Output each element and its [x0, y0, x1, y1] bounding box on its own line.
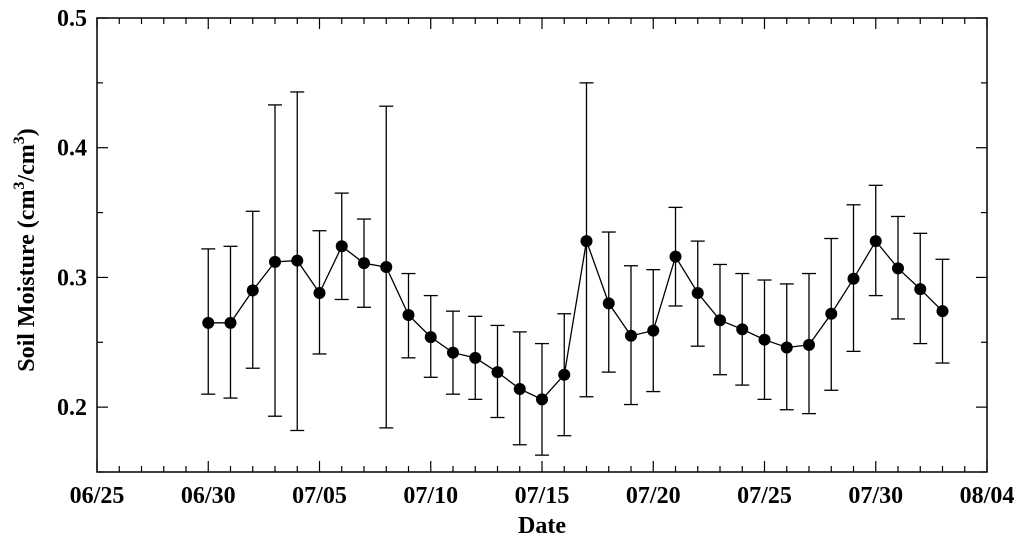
- x-tick-label: 08/04: [960, 483, 1015, 509]
- data-point: [825, 307, 838, 320]
- data-point: [647, 324, 660, 337]
- y-axis-title: Soil Moisture (cm3/cm3): [11, 128, 40, 372]
- y-tick-label: 0.3: [57, 265, 87, 291]
- y-axis-title-part: ): [14, 128, 40, 136]
- data-point: [714, 314, 726, 327]
- data-point: [936, 305, 949, 318]
- x-axis: 06/25 06/30 07/05 07/10 07/15 07/20 07/25 07/30…: [70, 18, 1015, 509]
- data-point: [335, 240, 348, 253]
- series-line: [208, 238, 943, 401]
- y-axis-title-part: /cm: [14, 144, 40, 182]
- x-tick-label: 07/20: [626, 483, 681, 509]
- x-tick-label: 07/05: [292, 483, 347, 509]
- data-point: [358, 257, 370, 270]
- y-axis-title-superscript: 3: [11, 182, 28, 190]
- data-point: [736, 323, 749, 336]
- y-tick-label: 0.5: [57, 6, 87, 32]
- y-tick-label: 0.4: [57, 136, 87, 162]
- data-point: [914, 283, 927, 296]
- data-point: [202, 316, 215, 329]
- data-point: [625, 329, 637, 342]
- data-point: [447, 346, 459, 359]
- data-point: [380, 261, 393, 274]
- data-point: [780, 341, 793, 354]
- data-point: [580, 235, 593, 248]
- data-point: [847, 272, 860, 285]
- data-point: [803, 338, 815, 351]
- data-point: [246, 284, 259, 297]
- data-point: [313, 286, 326, 299]
- plot-area: [201, 82, 950, 456]
- y-axis-title-superscript: 3: [11, 136, 28, 144]
- data-point: [602, 297, 615, 310]
- data-point: [558, 368, 571, 381]
- x-tick-label: 07/25: [737, 483, 792, 509]
- data-point: [269, 255, 281, 268]
- y-axis: 0.2 0.3 0.4 0.5: [57, 6, 987, 473]
- x-tick-label: 07/30: [848, 483, 903, 509]
- data-point: [469, 351, 482, 364]
- data-point: [669, 250, 682, 263]
- data-point: [869, 235, 882, 248]
- data-point: [758, 333, 771, 346]
- y-tick-label: 0.2: [57, 395, 87, 421]
- data-point: [402, 309, 415, 322]
- x-tick-label: 07/10: [403, 483, 458, 509]
- data-point: [513, 382, 526, 395]
- y-axis-title-part: Soil Moisture (cm: [14, 190, 40, 372]
- data-point: [224, 316, 237, 329]
- data-point: [291, 254, 304, 267]
- data-point: [424, 331, 437, 344]
- data-point: [536, 393, 548, 406]
- data-point: [491, 366, 504, 379]
- x-tick-label: 06/25: [70, 483, 125, 509]
- x-tick-label: 07/15: [515, 483, 570, 509]
- x-tick-label: 06/30: [181, 483, 236, 509]
- data-point: [892, 262, 904, 275]
- data-point: [691, 286, 704, 299]
- x-axis-title: Date: [518, 513, 566, 539]
